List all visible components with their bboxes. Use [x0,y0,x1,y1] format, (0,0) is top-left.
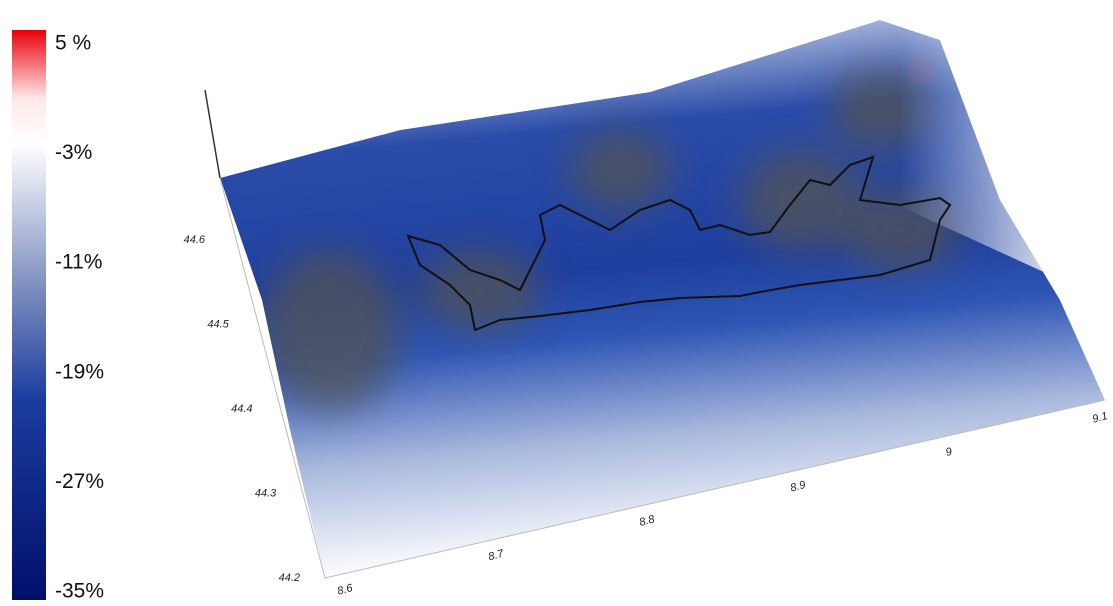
lat-tick-label: 44.5 [207,318,229,330]
colorbar-label: -19% [55,360,104,383]
colorbar-label: -11% [55,251,102,274]
colorbar-label: -3% [55,141,92,164]
lat-tick-label: 44.3 [255,487,277,499]
lon-tick-label: 8.7 [487,548,506,564]
page: 5 % -3% -11% -19% -27% -35% 44.2 44.3 44.4 44.5 44… [0,0,1113,606]
lon-tick-label: 9.1 [1091,410,1109,426]
colorbar-label: -27% [55,470,104,493]
colorbar-label: -35% [55,580,104,603]
map-figure: 5 % -3% -11% -19% -27% -35% 44.2 44.3 44.4 44.5 44… [0,0,1113,606]
lon-tick-label: 8.9 [789,479,807,495]
lat-tick-label: 44.6 [184,234,206,246]
lat-tick-label: 44.2 [279,572,300,584]
lat-tick-label: 44.4 [231,403,252,415]
colorbar [12,30,46,600]
lon-tick-label: 9 [944,446,953,459]
colorbar-label: 5 % [55,32,91,55]
lon-tick-label: 8.6 [336,582,355,598]
z-axis [205,90,220,178]
lon-tick-label: 8.8 [638,513,657,529]
